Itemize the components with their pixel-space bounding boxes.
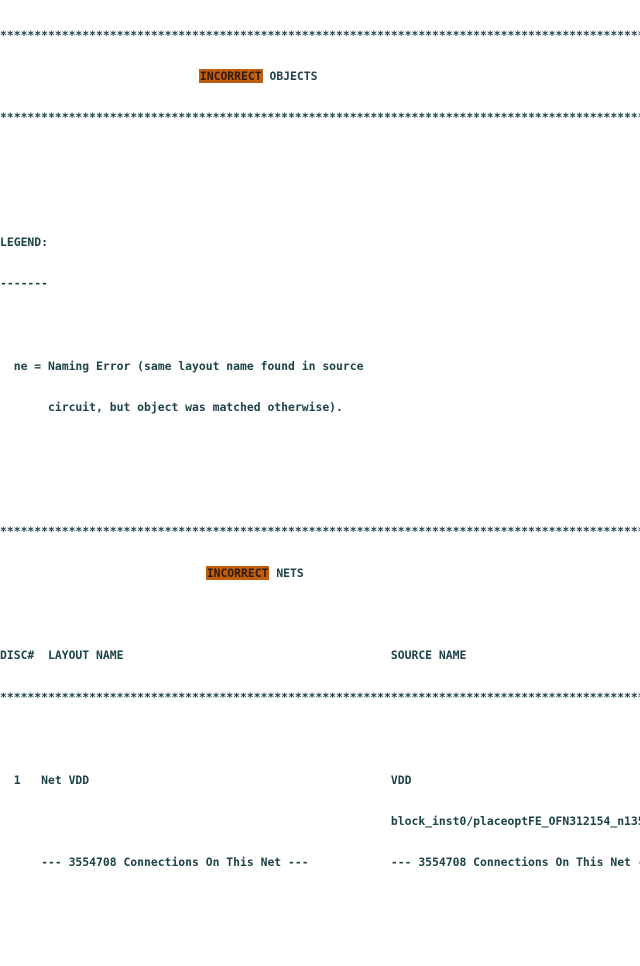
- blank-line: [0, 153, 640, 167]
- legend-title: LEGEND:: [0, 234, 49, 249]
- separator-line: ****************************************…: [0, 524, 640, 539]
- legend-entry-line1: ne = Naming Error (same layout name foun…: [0, 358, 364, 373]
- title-indent: [0, 566, 206, 580]
- blank-line: [0, 608, 640, 622]
- blank-line: [0, 194, 640, 208]
- blank-line: [0, 443, 640, 457]
- incorrect-nets-title-line: INCORRECT NETS: [0, 565, 640, 581]
- nets-column-headers: DISC# LAYOUT NAME SOURCE NAME: [0, 648, 467, 663]
- incorrect-objects-title-line: INCORRECT OBJECTS: [0, 68, 640, 84]
- blank-line: [0, 939, 640, 953]
- blank-line: [0, 484, 640, 498]
- incorrect-nets-badge: INCORRECT: [205, 565, 270, 580]
- separator-line: ****************************************…: [0, 27, 640, 42]
- blank-line: [0, 732, 640, 746]
- separator-line: ****************************************…: [0, 110, 640, 125]
- incorrect-objects-badge: INCORRECT: [198, 68, 263, 83]
- incorrect-objects-title-text: OBJECTS: [262, 68, 318, 83]
- blank-line: [0, 318, 640, 332]
- title-indent: [0, 69, 199, 83]
- net-discrepancy-connections-line: --- 3554708 Connections On This Net --- …: [0, 855, 640, 870]
- net-discrepancy-row-line2: block_inst0/placeoptFE_OFN312154_n135301: [0, 814, 640, 829]
- legend-entry-line2: circuit, but object was matched otherwis…: [0, 400, 343, 415]
- net-discrepancy-row-line1: 1 Net VDD VDD: [0, 772, 412, 787]
- blank-line: [0, 898, 640, 912]
- separator-line: ****************************************…: [0, 689, 640, 704]
- legend-underline: -------: [0, 275, 49, 290]
- incorrect-nets-title-text: NETS: [269, 565, 304, 580]
